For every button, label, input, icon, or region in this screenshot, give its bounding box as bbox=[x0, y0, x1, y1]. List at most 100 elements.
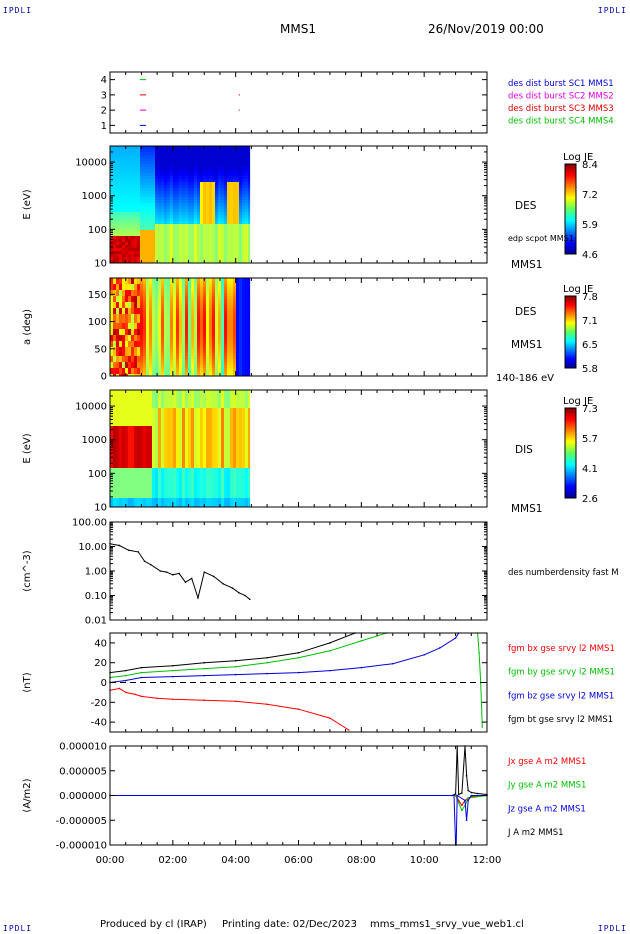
des_pitch-pixel bbox=[125, 299, 129, 303]
des_pitch-pixel bbox=[200, 320, 204, 324]
dis_energy-pixel bbox=[110, 429, 114, 433]
dis_energy-pixel bbox=[221, 504, 225, 508]
dis_energy-pixel bbox=[212, 402, 216, 406]
des_energy-pixel bbox=[176, 188, 180, 192]
dis_energy-pixel bbox=[128, 459, 132, 463]
des_pitch-pixel bbox=[155, 311, 159, 315]
des_energy-pixel bbox=[161, 152, 165, 156]
des_energy-pixel bbox=[158, 251, 162, 255]
des_energy-pixel bbox=[203, 155, 207, 159]
des_energy-pixel bbox=[224, 224, 228, 228]
des_energy-pixel bbox=[227, 158, 231, 162]
dis_energy-pixel bbox=[134, 405, 138, 409]
des_energy-pixel bbox=[119, 245, 123, 249]
des_pitch-pixel bbox=[194, 293, 198, 297]
des_pitch-pixel bbox=[239, 341, 243, 345]
dis_energy-pixel bbox=[185, 420, 189, 424]
dis_energy-pixel bbox=[188, 480, 192, 484]
des_pitch-pixel bbox=[134, 338, 138, 342]
des_pitch-pixel bbox=[125, 296, 129, 300]
dis_energy-pixel bbox=[128, 417, 132, 421]
des_pitch-pixel bbox=[218, 347, 222, 351]
dis_energy-pixel bbox=[212, 465, 216, 469]
dis_energy-pixel bbox=[110, 393, 114, 397]
des_energy-pixel bbox=[128, 191, 132, 195]
des_energy-pixel bbox=[242, 257, 246, 261]
des_energy-pixel bbox=[245, 227, 249, 231]
dis_energy-pixel bbox=[227, 456, 231, 460]
dis_energy-pixel bbox=[125, 390, 129, 394]
dis_energy-pixel bbox=[176, 417, 180, 421]
des_energy-pixel bbox=[116, 176, 120, 180]
des_energy-pixel bbox=[242, 239, 246, 243]
dis_energy-pixel bbox=[167, 435, 171, 439]
dis_energy-pixel bbox=[227, 423, 231, 427]
dis_energy-pixel bbox=[194, 402, 198, 406]
des_energy-pixel bbox=[164, 152, 168, 156]
des_pitch-pixel bbox=[203, 371, 207, 375]
des_pitch-pixel bbox=[110, 338, 114, 342]
des_pitch-pixel bbox=[227, 368, 231, 372]
des_pitch-pixel bbox=[194, 353, 198, 357]
des_pitch-pixel bbox=[122, 368, 126, 372]
des_energy-pixel bbox=[116, 152, 120, 156]
des_pitch-pixel bbox=[128, 323, 132, 327]
des_pitch-pixel bbox=[245, 374, 249, 377]
dis_energy-pixel bbox=[179, 408, 183, 412]
des_energy-pixel bbox=[170, 182, 174, 186]
des_pitch-pixel bbox=[179, 350, 183, 354]
des_energy-pixel bbox=[191, 158, 195, 162]
des_energy-pixel bbox=[209, 230, 213, 234]
des_pitch-pixel bbox=[164, 311, 168, 315]
des_energy-pixel bbox=[158, 200, 162, 204]
dis_energy-pixel bbox=[218, 411, 222, 415]
des_pitch-pixel bbox=[230, 293, 234, 297]
des_pitch-pixel bbox=[137, 314, 141, 318]
des_energy-pixel bbox=[248, 182, 251, 186]
des_energy-pixel bbox=[209, 158, 213, 162]
dis_energy-pixel bbox=[176, 480, 180, 484]
des_pitch-pixel bbox=[125, 311, 129, 315]
des_pitch-pixel bbox=[230, 326, 234, 330]
des_pitch-pixel bbox=[188, 359, 192, 363]
dis_energy-pixel bbox=[197, 501, 201, 505]
des_pitch-pixel bbox=[242, 329, 246, 333]
des_pitch-pixel bbox=[191, 341, 195, 345]
dis_energy-pixel bbox=[134, 408, 138, 412]
dis_energy-pixel bbox=[227, 495, 231, 499]
dis_energy-pixel bbox=[137, 444, 141, 448]
dis_energy-pixel bbox=[203, 459, 207, 463]
des_pitch-pixel bbox=[140, 365, 144, 369]
des_energy-pixel bbox=[167, 203, 171, 207]
des_energy-pixel bbox=[161, 203, 165, 207]
des_energy-pixel bbox=[170, 221, 174, 225]
des_pitch-pixel bbox=[158, 347, 162, 351]
dis_energy-pixel bbox=[164, 417, 168, 421]
des_pitch-pixel bbox=[152, 335, 156, 339]
dis_energy-pixel bbox=[176, 408, 180, 412]
des_pitch-pixel bbox=[125, 362, 129, 366]
des_energy-pixel bbox=[248, 233, 251, 237]
des_pitch-pixel bbox=[197, 371, 201, 375]
des_energy-pixel bbox=[197, 185, 201, 189]
des_pitch-pixel bbox=[134, 365, 138, 369]
des_energy-pixel bbox=[125, 158, 129, 162]
dis_energy-pixel bbox=[167, 498, 171, 502]
des_energy-pixel bbox=[188, 218, 192, 222]
des_energy-pixel bbox=[233, 194, 237, 198]
des_energy-pixel bbox=[119, 194, 123, 198]
des_energy-pixel bbox=[236, 194, 240, 198]
dis_energy-pixel bbox=[149, 426, 153, 430]
dis_energy-pixel bbox=[170, 462, 174, 466]
des_energy-pixel bbox=[122, 203, 126, 207]
dis_energy-pixel bbox=[227, 462, 231, 466]
des_pitch-pixel bbox=[119, 341, 123, 345]
des_energy-pixel bbox=[161, 236, 165, 240]
dis_energy-pixel bbox=[143, 426, 147, 430]
des_pitch-pixel bbox=[185, 296, 189, 300]
dis_energy-pixel bbox=[209, 396, 213, 400]
des_energy-pixel bbox=[122, 254, 126, 258]
des_energy-pixel bbox=[248, 218, 251, 222]
dis_energy-pixel bbox=[221, 450, 225, 454]
des_pitch-pixel bbox=[122, 338, 126, 342]
